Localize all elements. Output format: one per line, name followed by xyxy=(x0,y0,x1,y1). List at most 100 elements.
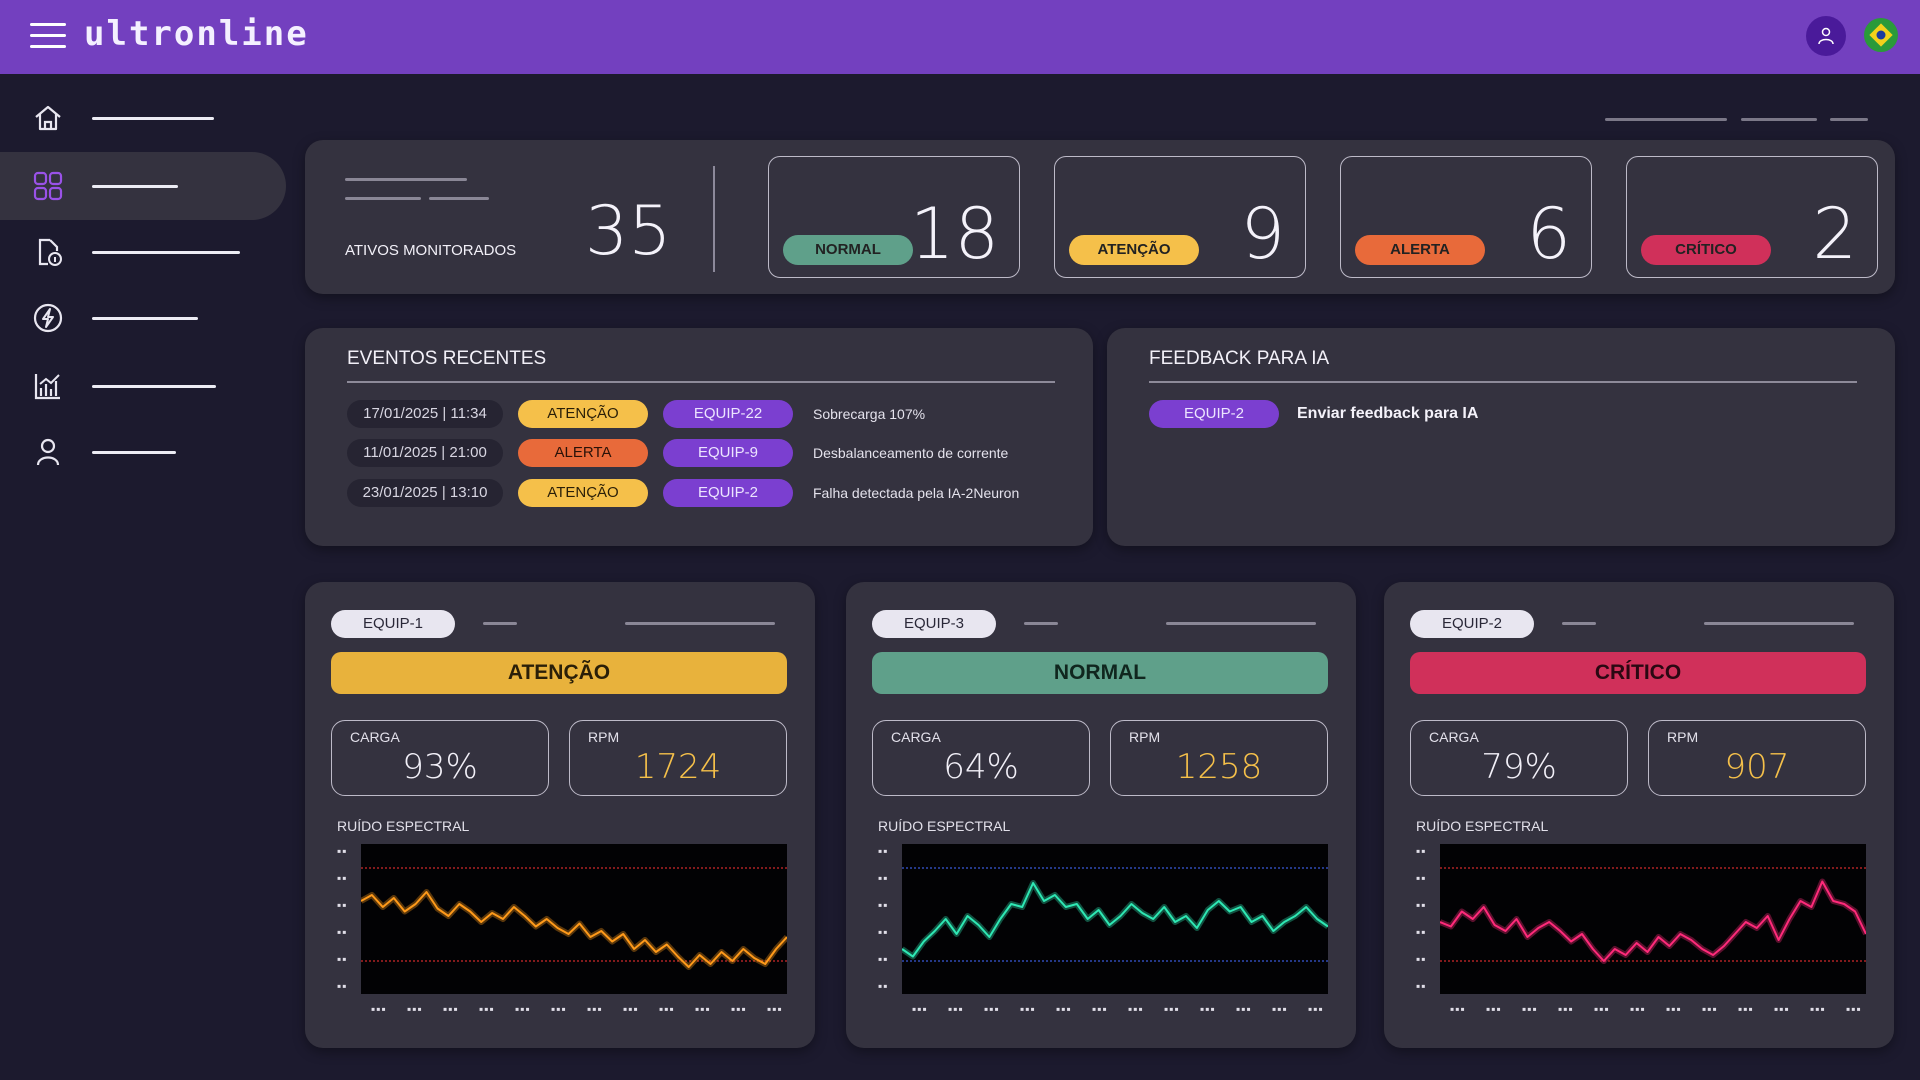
equip-status-bar: NORMAL xyxy=(872,652,1328,694)
sidebar-item-home[interactable] xyxy=(0,84,286,152)
sidebar-item-energy[interactable] xyxy=(0,284,286,352)
sidebar: 2neuron xyxy=(0,74,290,1080)
home-icon xyxy=(35,105,61,131)
send-feedback-link[interactable]: Enviar feedback para IA xyxy=(1297,405,1479,422)
y-tick-label: ▪▪ xyxy=(1416,844,1427,858)
metric-value: 1258 xyxy=(1175,747,1263,787)
metric-value: 1724 xyxy=(634,747,722,787)
event-equip-badge[interactable]: EQUIP-2 xyxy=(663,479,793,507)
x-tick-label: ▪▪▪ xyxy=(1164,1002,1180,1016)
event-equip-badge[interactable]: EQUIP-22 xyxy=(663,400,793,428)
chart-title: RUÍDO ESPECTRAL xyxy=(1416,818,1549,834)
top-bar: ultronline xyxy=(0,0,1920,74)
event-status-badge[interactable]: ALERTA xyxy=(518,439,648,467)
y-tick-label: ▪▪ xyxy=(878,871,889,885)
placeholder-line xyxy=(625,622,775,625)
x-tick-label: ▪▪▪ xyxy=(1200,1002,1216,1016)
y-tick-label: ▪▪ xyxy=(337,952,348,966)
x-tick-label: ▪▪▪ xyxy=(1666,1002,1682,1016)
x-tick-label: ▪▪▪ xyxy=(1630,1002,1646,1016)
panel-title: FEEDBACK PARA IA xyxy=(1149,348,1330,369)
status-card-alert[interactable]: ALERTA 6 xyxy=(1340,156,1592,278)
x-tick-label: ▪▪▪ xyxy=(407,1002,423,1016)
equip-tag[interactable]: EQUIP-3 xyxy=(872,610,996,638)
x-tick-label: ▪▪▪ xyxy=(587,1002,603,1016)
breadcrumb[interactable] xyxy=(1830,118,1868,121)
metric-value: 907 xyxy=(1724,747,1790,787)
user-avatar-button[interactable] xyxy=(1806,16,1846,56)
placeholder-line xyxy=(483,622,517,625)
sidebar-item-dashboard[interactable] xyxy=(0,152,286,220)
x-tick-label: ▪▪▪ xyxy=(659,1002,675,1016)
sidebar-item-label xyxy=(92,317,198,320)
app-logo[interactable]: ultronline xyxy=(84,14,309,54)
x-tick-label: ▪▪▪ xyxy=(1486,1002,1502,1016)
series-line xyxy=(1440,880,1866,962)
x-tick-label: ▪▪▪ xyxy=(1020,1002,1036,1016)
x-tick-label: ▪▪▪ xyxy=(371,1002,387,1016)
y-tick-label: ▪▪ xyxy=(1416,898,1427,912)
status-count: 9 xyxy=(1240,193,1285,275)
feedback-equip-badge[interactable]: EQUIP-2 xyxy=(1149,400,1279,428)
divider xyxy=(347,381,1055,383)
spectral-noise-chart xyxy=(902,844,1328,994)
event-status-badge[interactable]: ATENÇÃO xyxy=(518,400,648,428)
status-card-critical[interactable]: CRÍTICO 2 xyxy=(1626,156,1878,278)
status-count: 18 xyxy=(909,193,999,275)
x-tick-label: ▪▪▪ xyxy=(551,1002,567,1016)
breadcrumb[interactable] xyxy=(1741,118,1817,121)
x-tick-label: ▪▪▪ xyxy=(1774,1002,1790,1016)
sidebar-item-analytics[interactable] xyxy=(0,352,286,420)
sidebar-item-users[interactable] xyxy=(0,418,286,486)
event-description: Falha detectada pela IA-2Neuron xyxy=(813,485,1020,501)
metric-label: CARGA xyxy=(891,729,941,745)
breadcrumb[interactable] xyxy=(1605,118,1727,121)
recent-events-panel: EVENTOS RECENTES 17/01/2025 | 11:34 ATEN… xyxy=(305,328,1093,546)
x-tick-label: ▪▪▪ xyxy=(1056,1002,1072,1016)
status-badge: ATENÇÃO xyxy=(1069,235,1199,265)
placeholder-line xyxy=(1166,622,1316,625)
language-flag-button[interactable] xyxy=(1864,18,1898,52)
event-status-badge[interactable]: ATENÇÃO xyxy=(518,479,648,507)
chart-icon xyxy=(34,374,60,400)
load-metric: CARGA 93% xyxy=(331,720,549,796)
status-badge: CRÍTICO xyxy=(1641,235,1771,265)
x-tick-label: ▪▪▪ xyxy=(1702,1002,1718,1016)
x-tick-label: ▪▪▪ xyxy=(1810,1002,1826,1016)
equip-tag[interactable]: EQUIP-2 xyxy=(1410,610,1534,638)
rpm-metric: RPM 907 xyxy=(1648,720,1866,796)
series-line xyxy=(902,882,1328,958)
equipment-card: EQUIP-3 NORMAL CARGA 64% RPM 1258 RUÍDO … xyxy=(846,582,1356,1048)
x-axis-ticks: ▪▪▪ ▪▪▪ ▪▪▪ ▪▪▪ ▪▪▪ ▪▪▪ ▪▪▪ ▪▪▪ ▪▪▪ ▪▪▪ ▪▪▪ ▪▪▪ xyxy=(902,1002,1328,1018)
ai-feedback-panel: FEEDBACK PARA IA EQUIP-2 Enviar feedback… xyxy=(1107,328,1895,546)
equipment-card: EQUIP-1 ATENÇÃO CARGA 93% RPM 1724 RUÍDO… xyxy=(305,582,815,1048)
x-tick-label: ▪▪▪ xyxy=(948,1002,964,1016)
x-tick-label: ▪▪▪ xyxy=(984,1002,1000,1016)
divider xyxy=(713,166,715,272)
placeholder-line xyxy=(345,197,421,200)
spectral-noise-chart xyxy=(361,844,787,994)
x-axis-ticks: ▪▪▪ ▪▪▪ ▪▪▪ ▪▪▪ ▪▪▪ ▪▪▪ ▪▪▪ ▪▪▪ ▪▪▪ ▪▪▪ ▪▪▪ ▪▪▪ xyxy=(1440,1002,1866,1018)
event-equip-badge[interactable]: EQUIP-9 xyxy=(663,439,793,467)
x-tick-label: ▪▪▪ xyxy=(1128,1002,1144,1016)
y-tick-label: ▪▪ xyxy=(337,925,348,939)
sidebar-item-label xyxy=(92,117,214,120)
x-axis-ticks: ▪▪▪ ▪▪▪ ▪▪▪ ▪▪▪ ▪▪▪ ▪▪▪ ▪▪▪ ▪▪▪ ▪▪▪ ▪▪▪ ▪▪▪ ▪▪▪ xyxy=(361,1002,787,1018)
status-badge: NORMAL xyxy=(783,235,913,265)
y-tick-label: ▪▪ xyxy=(1416,979,1427,993)
equipment-card: EQUIP-2 CRÍTICO CARGA 79% RPM 907 RUÍDO … xyxy=(1384,582,1894,1048)
x-tick-label: ▪▪▪ xyxy=(695,1002,711,1016)
rpm-metric: RPM 1258 xyxy=(1110,720,1328,796)
equip-tag[interactable]: EQUIP-1 xyxy=(331,610,455,638)
status-card-attention[interactable]: ATENÇÃO 9 xyxy=(1054,156,1306,278)
metric-value: 79% xyxy=(1481,747,1557,787)
y-tick-label: ▪▪ xyxy=(878,979,889,993)
sidebar-item-reports[interactable] xyxy=(0,218,286,286)
y-tick-label: ▪▪ xyxy=(878,925,889,939)
menu-icon[interactable] xyxy=(30,23,66,49)
placeholder-line xyxy=(345,178,467,181)
status-card-normal[interactable]: NORMAL 18 xyxy=(768,156,1020,278)
y-tick-label: ▪▪ xyxy=(337,979,348,993)
metric-label: RPM xyxy=(1129,729,1161,745)
y-tick-label: ▪▪ xyxy=(878,898,889,912)
